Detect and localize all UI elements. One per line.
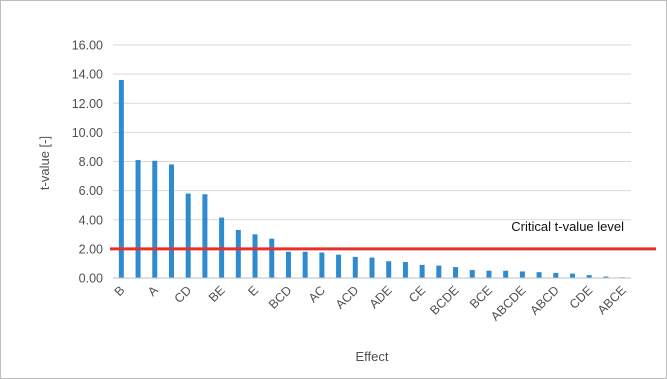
- x-tick-label: AC: [306, 283, 328, 305]
- x-tick-label: BCD: [266, 283, 295, 312]
- bar: [453, 267, 459, 278]
- bar: [269, 238, 275, 278]
- x-tick-label: BCE: [467, 283, 495, 311]
- x-tick-label: ADE: [367, 283, 395, 311]
- bar: [519, 271, 525, 278]
- x-tick-label: E: [245, 283, 261, 299]
- bar: [168, 164, 174, 278]
- x-tick-label: ABCDE: [488, 283, 528, 323]
- bar: [436, 265, 442, 278]
- x-tick-label: B: [112, 283, 128, 299]
- y-tick-label: 12.00: [72, 97, 103, 111]
- x-tick-label: CDE: [567, 283, 596, 312]
- bar: [185, 193, 191, 278]
- bar: [352, 256, 358, 278]
- bar: [603, 276, 609, 278]
- bar: [402, 261, 408, 278]
- y-tick-label: 0.00: [79, 272, 103, 286]
- bar: [536, 272, 542, 278]
- gridlines: [113, 44, 631, 279]
- bar: [135, 160, 141, 278]
- bar: [386, 261, 392, 278]
- bar: [336, 254, 342, 278]
- x-tick-label: ACD: [333, 283, 362, 312]
- x-tick-label: ABCE: [595, 283, 629, 317]
- bar: [285, 251, 291, 278]
- y-axis-ticks: 0.00 2.00 4.00 6.00 8.00 10.00 12.00 14.00 16.00: [72, 39, 103, 286]
- x-axis-title: Effect: [355, 349, 388, 364]
- bar: [319, 252, 325, 278]
- bar: [252, 234, 258, 278]
- y-tick-label: 14.00: [72, 68, 103, 82]
- y-tick-label: 6.00: [79, 184, 103, 198]
- bar: [486, 270, 492, 278]
- y-tick-label: 8.00: [79, 155, 103, 169]
- bar: [419, 264, 425, 278]
- x-tick-label: CD: [172, 283, 195, 306]
- y-tick-label: 4.00: [79, 213, 103, 227]
- y-tick-label: 16.00: [72, 39, 103, 53]
- x-tick-label: CE: [406, 283, 428, 305]
- bar: [586, 275, 592, 278]
- bar: [118, 79, 124, 278]
- x-tick-label: ABCD: [527, 283, 561, 317]
- x-tick-label: BCDE: [427, 283, 461, 317]
- bar: [235, 229, 241, 278]
- x-tick-label: A: [145, 283, 161, 299]
- bar: [369, 257, 375, 278]
- y-tick-label: 2.00: [79, 242, 103, 256]
- y-axis-title: t-value [-]: [37, 136, 52, 190]
- y-tick-label: 10.00: [72, 126, 103, 140]
- bar: [503, 270, 509, 278]
- x-tick-label: BE: [206, 283, 228, 305]
- bar: [202, 194, 208, 278]
- bar: [469, 269, 475, 278]
- bar: [570, 273, 576, 278]
- bar: [553, 272, 559, 278]
- critical-value-label: Critical t-value level: [511, 219, 624, 234]
- bar: [302, 251, 308, 278]
- bar: [152, 160, 158, 278]
